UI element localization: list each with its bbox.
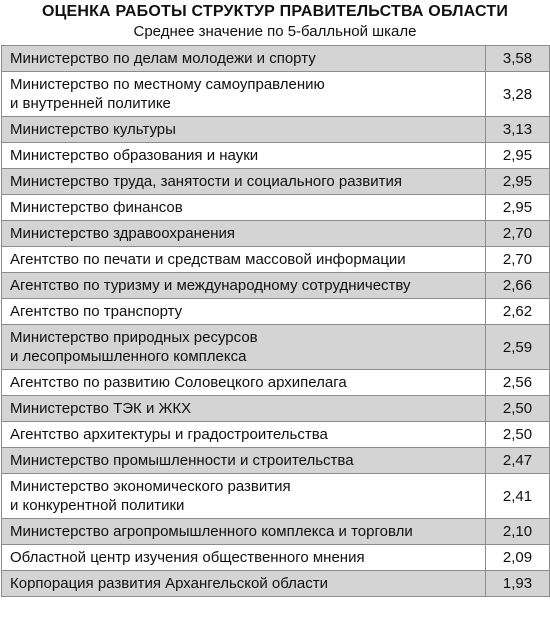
agency-name-line: Министерство промышленности и строительс…: [10, 452, 354, 469]
score-cell: 2,70: [485, 220, 550, 247]
score-cell: 2,10: [485, 518, 550, 545]
table-row: Областной центр изучения общественного м…: [1, 544, 550, 571]
agency-name-line: Агентство по печати и средствам массовой…: [10, 251, 406, 268]
agency-name-line: Министерство по делам молодежи и спорту: [10, 50, 316, 67]
table-row: Министерство ТЭК и ЖКХ 2,50: [1, 395, 550, 422]
table-row: Корпорация развития Архангельской област…: [1, 570, 550, 597]
agency-name-cell: Агентство по развитию Соловецкого архипе…: [1, 369, 486, 396]
score-cell: 3,13: [485, 116, 550, 143]
agency-name-line: Министерство труда, занятости и социальн…: [10, 173, 402, 190]
score-cell: 2,95: [485, 168, 550, 195]
agency-name-cell: Агентство по печати и средствам массовой…: [1, 246, 486, 273]
agency-name-cell: Министерство экономического развития и ко…: [1, 473, 486, 519]
agency-name-line: Министерство природных ресурсов: [10, 329, 258, 346]
table-row: Министерство финансов 2,95: [1, 194, 550, 221]
score-cell: 2,47: [485, 447, 550, 474]
agency-name-cell: Министерство финансов: [1, 194, 486, 221]
score-cell: 2,09: [485, 544, 550, 571]
agency-name-line: и лесопромышленного комплекса: [10, 348, 247, 365]
ratings-table: Министерство по делам молодежи и спорту 3…: [1, 45, 550, 597]
agency-name-line: Министерство образования и науки: [10, 147, 259, 164]
ratings-table-body: Министерство по делам молодежи и спорту 3…: [1, 45, 550, 597]
agency-name-line: Областной центр изучения общественного м…: [10, 549, 365, 566]
agency-name-cell: Агентство по транспорту: [1, 298, 486, 325]
agency-name-cell: Министерство по местному самоуправлению и…: [1, 71, 486, 117]
agency-name-line: и конкурентной политики: [10, 497, 185, 514]
score-cell: 2,59: [485, 324, 550, 370]
agency-name-line: Министерство финансов: [10, 199, 183, 216]
score-cell: 2,41: [485, 473, 550, 519]
agency-name-line: Министерство агропромышленного комплекса…: [10, 523, 413, 540]
table-row: Агентство архитектуры и градостроительст…: [1, 421, 550, 448]
score-cell: 2,50: [485, 395, 550, 422]
agency-name-cell: Министерство природных ресурсов и лесопро…: [1, 324, 486, 370]
score-cell: 2,56: [485, 369, 550, 396]
table-row: Министерство образования и науки 2,95: [1, 142, 550, 169]
agency-name-line: Министерство по местному самоуправлению: [10, 76, 325, 93]
agency-name-line: Министерство ТЭК и ЖКХ: [10, 400, 192, 417]
table-row: Министерство агропромышленного комплекса…: [1, 518, 550, 545]
table-title: ОЦЕНКА РАБОТЫ СТРУКТУР ПРАВИТЕЛЬСТВА ОБЛ…: [41, 3, 509, 20]
agency-name-cell: Министерство агропромышленного комплекса…: [1, 518, 486, 545]
table-row: Министерство экономического развития и ко…: [1, 473, 550, 519]
agency-name-line: Агентство архитектуры и градостроительст…: [10, 426, 328, 443]
table-row: Министерство культуры 3,13: [1, 116, 550, 143]
table-row: Агентство по туризму и международному со…: [1, 272, 550, 299]
agency-name-cell: Областной центр изучения общественного м…: [1, 544, 486, 571]
table-row: Министерство природных ресурсов и лесопро…: [1, 324, 550, 370]
table-row: Агентство по транспорту 2,62: [1, 298, 550, 325]
agency-name-line: и внутренней политике: [10, 95, 171, 112]
agency-name-cell: Министерство образования и науки: [1, 142, 486, 169]
agency-name-cell: Министерство культуры: [1, 116, 486, 143]
agency-name-cell: Министерство здравоохранения: [1, 220, 486, 247]
table-row: Агентство по печати и средствам массовой…: [1, 246, 550, 273]
agency-name-line: Агентство по развитию Соловецкого архипе…: [10, 374, 347, 391]
agency-name-cell: Министерство ТЭК и ЖКХ: [1, 395, 486, 422]
score-cell: 1,93: [485, 570, 550, 597]
agency-name-cell: Агентство по туризму и международному со…: [1, 272, 486, 299]
agency-name-line: Министерство экономического развития: [10, 478, 291, 495]
agency-name-line: Министерство здравоохранения: [10, 225, 235, 242]
table-row: Министерство по местному самоуправлению и…: [1, 71, 550, 117]
score-cell: 2,66: [485, 272, 550, 299]
table-row: Министерство труда, занятости и социальн…: [1, 168, 550, 195]
score-cell: 2,95: [485, 142, 550, 169]
agency-name-cell: Министерство труда, занятости и социальн…: [1, 168, 486, 195]
agency-name-line: Министерство культуры: [10, 121, 176, 138]
score-cell: 3,58: [485, 45, 550, 72]
agency-name-cell: Агентство архитектуры и градостроительст…: [1, 421, 486, 448]
score-cell: 3,28: [485, 71, 550, 117]
score-cell: 2,62: [485, 298, 550, 325]
table-subtitle: Среднее значение по 5-балльной шкале: [133, 23, 417, 40]
agency-name-line: Агентство по транспорту: [10, 303, 183, 320]
agency-name-line: Корпорация развития Архангельской област…: [10, 575, 329, 592]
agency-name-line: Агентство по туризму и международному со…: [10, 277, 411, 294]
score-cell: 2,95: [485, 194, 550, 221]
agency-name-cell: Министерство промышленности и строительс…: [1, 447, 486, 474]
score-cell: 2,70: [485, 246, 550, 273]
table-row: Министерство здравоохранения 2,70: [1, 220, 550, 247]
table-row: Министерство по делам молодежи и спорту 3…: [1, 45, 550, 72]
agency-name-cell: Корпорация развития Архангельской област…: [1, 570, 486, 597]
table-row: Министерство промышленности и строительс…: [1, 447, 550, 474]
agency-name-cell: Министерство по делам молодежи и спорту: [1, 45, 486, 72]
score-cell: 2,50: [485, 421, 550, 448]
table-row: Агентство по развитию Соловецкого архипе…: [1, 369, 550, 396]
